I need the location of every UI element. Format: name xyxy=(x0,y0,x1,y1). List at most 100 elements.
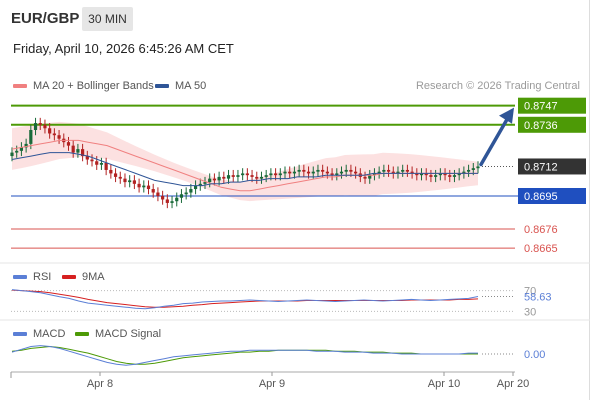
candle xyxy=(354,171,358,174)
ma50-line xyxy=(11,152,478,187)
ma50-swatch xyxy=(155,84,169,89)
candle xyxy=(33,123,38,130)
macd-signal-swatch xyxy=(75,332,89,337)
rsi-value: 58.63 xyxy=(524,292,552,304)
legend-rsi-ma: 9MA xyxy=(62,271,105,283)
bollinger-band xyxy=(12,121,478,202)
candle xyxy=(170,201,174,203)
candle xyxy=(278,173,282,176)
candle xyxy=(372,173,377,176)
macd-signal-line xyxy=(11,345,478,365)
candle xyxy=(128,180,132,183)
candle xyxy=(95,161,99,165)
candle xyxy=(429,175,433,177)
legend-rsi-label: RSI xyxy=(33,271,52,283)
candle xyxy=(212,178,217,181)
candle xyxy=(146,185,151,190)
candle xyxy=(175,197,179,202)
candle xyxy=(269,173,273,176)
legend-ma20-label: MA 20 + Bollinger Bands xyxy=(33,80,154,92)
candle xyxy=(24,143,28,148)
rsi-swatch xyxy=(13,275,27,280)
candle xyxy=(311,171,315,174)
current-price-tag xyxy=(518,158,586,175)
candle xyxy=(15,150,19,153)
candle xyxy=(466,169,471,172)
candle xyxy=(48,128,52,134)
macd-swatch xyxy=(13,332,27,337)
candle xyxy=(179,194,184,198)
candle xyxy=(38,123,42,125)
candle xyxy=(386,169,391,172)
candle xyxy=(471,168,475,170)
candle xyxy=(193,185,198,190)
candle xyxy=(476,166,480,169)
candle xyxy=(259,176,264,179)
candle xyxy=(405,169,409,172)
candle xyxy=(339,171,344,174)
candle xyxy=(410,171,414,174)
time-tick-label: Apr 10 xyxy=(428,378,460,390)
candle xyxy=(245,173,249,176)
rsi-panel: 70 30 58.63 xyxy=(11,286,552,318)
legend-rsi: RSI xyxy=(13,271,51,283)
candle xyxy=(43,124,47,129)
candle xyxy=(349,169,353,172)
candle xyxy=(81,149,85,157)
credit-text: Research © 2026 Trading Central xyxy=(415,80,580,92)
candle xyxy=(424,173,428,176)
candle xyxy=(292,171,297,174)
time-tick-label: Apr 20 xyxy=(497,378,529,390)
macd-value: 0.00 xyxy=(524,349,545,361)
candle xyxy=(241,173,245,176)
candle xyxy=(297,169,301,172)
candle xyxy=(321,169,325,172)
candle xyxy=(448,175,452,177)
candle xyxy=(438,173,442,176)
candle xyxy=(99,163,104,165)
candle xyxy=(377,171,381,174)
rsi-line xyxy=(11,289,479,310)
rsi-tick: 30 xyxy=(524,306,536,318)
candle xyxy=(71,145,75,153)
candle xyxy=(118,176,122,179)
candle xyxy=(10,152,14,157)
candle xyxy=(443,173,447,176)
candle xyxy=(19,147,24,151)
rsi-tick: 70 xyxy=(524,286,536,298)
candle xyxy=(401,169,405,172)
candle xyxy=(255,176,259,179)
candle xyxy=(382,169,386,172)
pair-title: EUR/GBP xyxy=(11,10,80,27)
candle xyxy=(165,199,169,203)
candle xyxy=(156,192,160,196)
level-tag xyxy=(518,188,586,204)
candle xyxy=(335,173,339,176)
level-label: 0.8676 xyxy=(524,224,558,236)
candle xyxy=(434,175,438,177)
projection-arrow xyxy=(479,115,510,167)
time-axis: Apr 8 Apr 9 Apr 10 Apr 20 xyxy=(10,371,529,390)
level-label: 0.8665 xyxy=(524,243,558,255)
time-tick-label: Apr 9 xyxy=(259,378,285,390)
candle xyxy=(344,169,348,172)
candle xyxy=(29,130,33,144)
time-tick-label: Apr 8 xyxy=(87,378,113,390)
rsi-ma-line xyxy=(11,289,479,308)
legend-ma20: MA 20 + Bollinger Bands xyxy=(13,80,154,92)
candle xyxy=(184,192,188,195)
timestamp: Friday, April 10, 2026 6:45:26 AM CET xyxy=(13,41,234,56)
legend-ma50-label: MA 50 xyxy=(175,80,207,92)
candle xyxy=(85,156,89,160)
timeframe-badge[interactable]: 30 MIN xyxy=(82,7,133,31)
candle xyxy=(66,142,71,146)
candle xyxy=(325,171,329,174)
candle xyxy=(132,180,136,184)
legend-macd-signal: MACD Signal xyxy=(75,328,161,340)
candle xyxy=(109,169,113,174)
price-panel: 0.8747 0.8736 0.8695 0.8676 0.8665 0.8712 xyxy=(0,97,590,321)
candle xyxy=(137,183,141,188)
rsi-ma-swatch xyxy=(62,275,76,280)
candle xyxy=(419,173,424,176)
candle xyxy=(226,175,231,179)
